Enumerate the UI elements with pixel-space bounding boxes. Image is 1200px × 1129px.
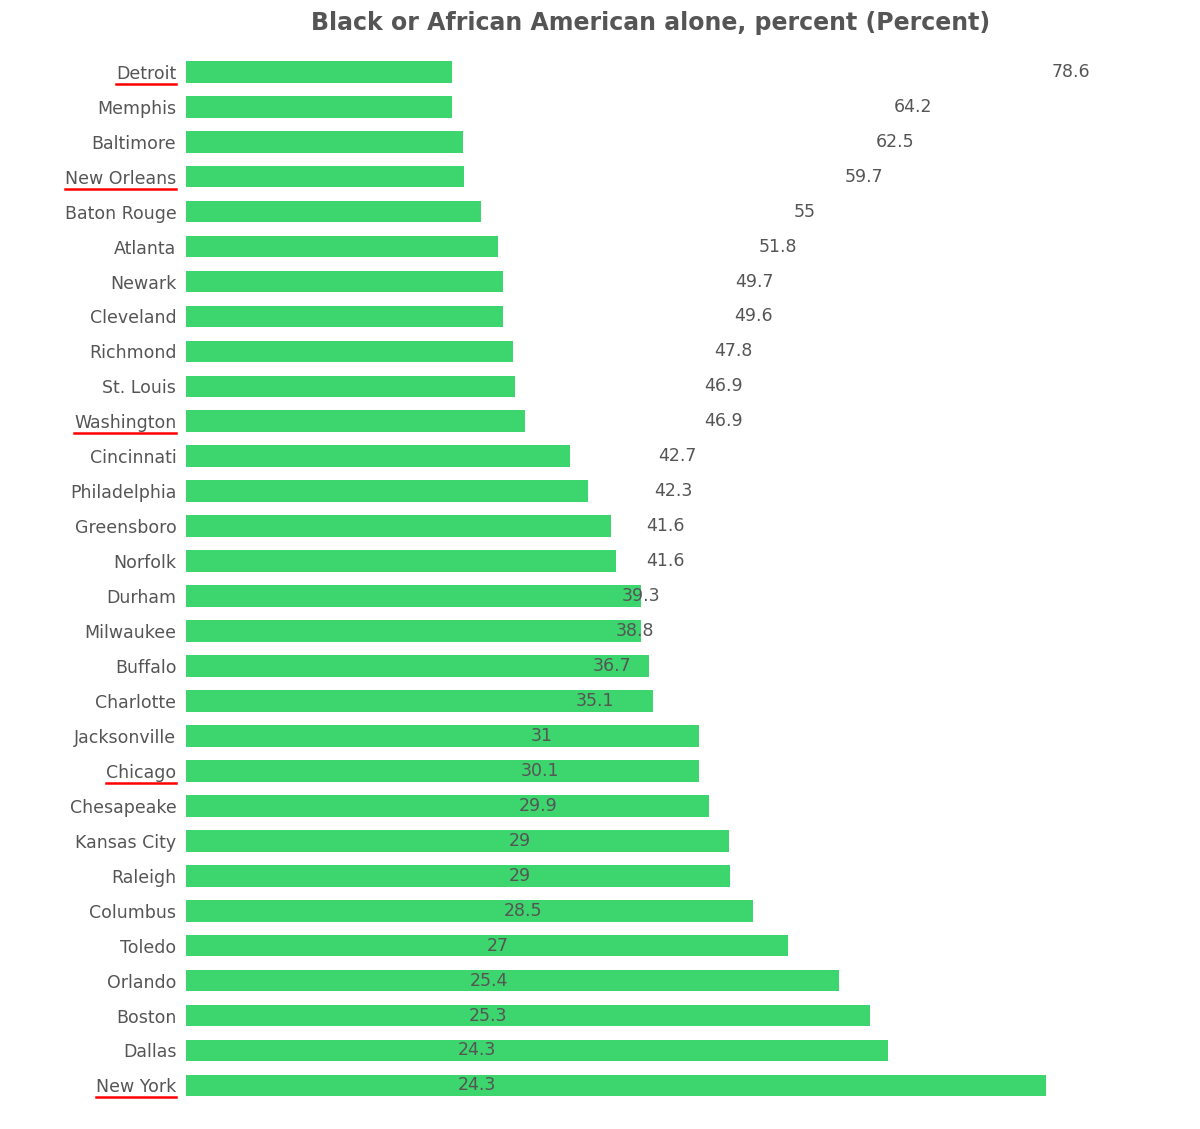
Text: 51.8: 51.8 xyxy=(758,237,797,255)
Bar xyxy=(186,690,653,711)
Bar xyxy=(186,61,452,82)
Bar xyxy=(186,1005,870,1026)
Bar xyxy=(186,970,839,991)
Bar xyxy=(186,830,728,851)
Text: 42.7: 42.7 xyxy=(659,447,697,465)
Bar xyxy=(186,1075,1046,1096)
Text: 78.6: 78.6 xyxy=(1051,63,1090,81)
Bar xyxy=(186,760,700,781)
Bar xyxy=(186,795,709,816)
Bar xyxy=(186,1040,888,1061)
Text: 41.6: 41.6 xyxy=(647,517,685,535)
Bar xyxy=(186,900,752,921)
Bar xyxy=(186,306,503,327)
Bar xyxy=(186,935,787,956)
Text: 24.3: 24.3 xyxy=(457,1076,496,1094)
Bar xyxy=(186,96,452,117)
Bar xyxy=(186,865,730,886)
Bar xyxy=(186,446,570,467)
Text: 39.3: 39.3 xyxy=(622,587,660,605)
Text: 30.1: 30.1 xyxy=(521,762,559,780)
Text: 62.5: 62.5 xyxy=(875,133,914,150)
Bar xyxy=(186,725,700,746)
Bar xyxy=(186,481,588,502)
Bar xyxy=(186,585,641,607)
Text: 38.8: 38.8 xyxy=(616,622,654,640)
Text: 59.7: 59.7 xyxy=(845,167,883,185)
Text: 29: 29 xyxy=(509,867,530,885)
Text: 46.9: 46.9 xyxy=(704,377,743,395)
Text: 41.6: 41.6 xyxy=(647,552,685,570)
Text: 64.2: 64.2 xyxy=(894,98,932,116)
Text: 28.5: 28.5 xyxy=(503,902,541,920)
Bar xyxy=(186,236,498,257)
Text: 29: 29 xyxy=(509,832,530,850)
Bar xyxy=(186,341,514,362)
Text: 29.9: 29.9 xyxy=(518,797,557,815)
Text: 55: 55 xyxy=(793,202,815,220)
Bar xyxy=(186,655,649,676)
Text: 27: 27 xyxy=(487,937,509,955)
Text: 31: 31 xyxy=(530,727,553,745)
Text: 49.6: 49.6 xyxy=(734,307,773,325)
Bar xyxy=(186,166,464,187)
Bar xyxy=(186,201,481,222)
Text: 36.7: 36.7 xyxy=(593,657,631,675)
Bar xyxy=(186,620,641,642)
Text: 46.9: 46.9 xyxy=(704,412,743,430)
Bar xyxy=(186,131,463,152)
Bar xyxy=(186,271,503,292)
Text: 42.3: 42.3 xyxy=(654,482,692,500)
Bar xyxy=(186,376,515,397)
Text: 49.7: 49.7 xyxy=(736,272,774,290)
Bar xyxy=(186,550,616,572)
Bar xyxy=(186,411,526,432)
Text: 25.4: 25.4 xyxy=(469,972,508,990)
Title: Black or African American alone, percent (Percent): Black or African American alone, percent… xyxy=(312,11,990,35)
Text: 24.3: 24.3 xyxy=(457,1041,496,1059)
Text: 35.1: 35.1 xyxy=(576,692,614,710)
Text: 25.3: 25.3 xyxy=(468,1007,506,1024)
Text: 47.8: 47.8 xyxy=(714,342,752,360)
Bar xyxy=(186,515,611,537)
